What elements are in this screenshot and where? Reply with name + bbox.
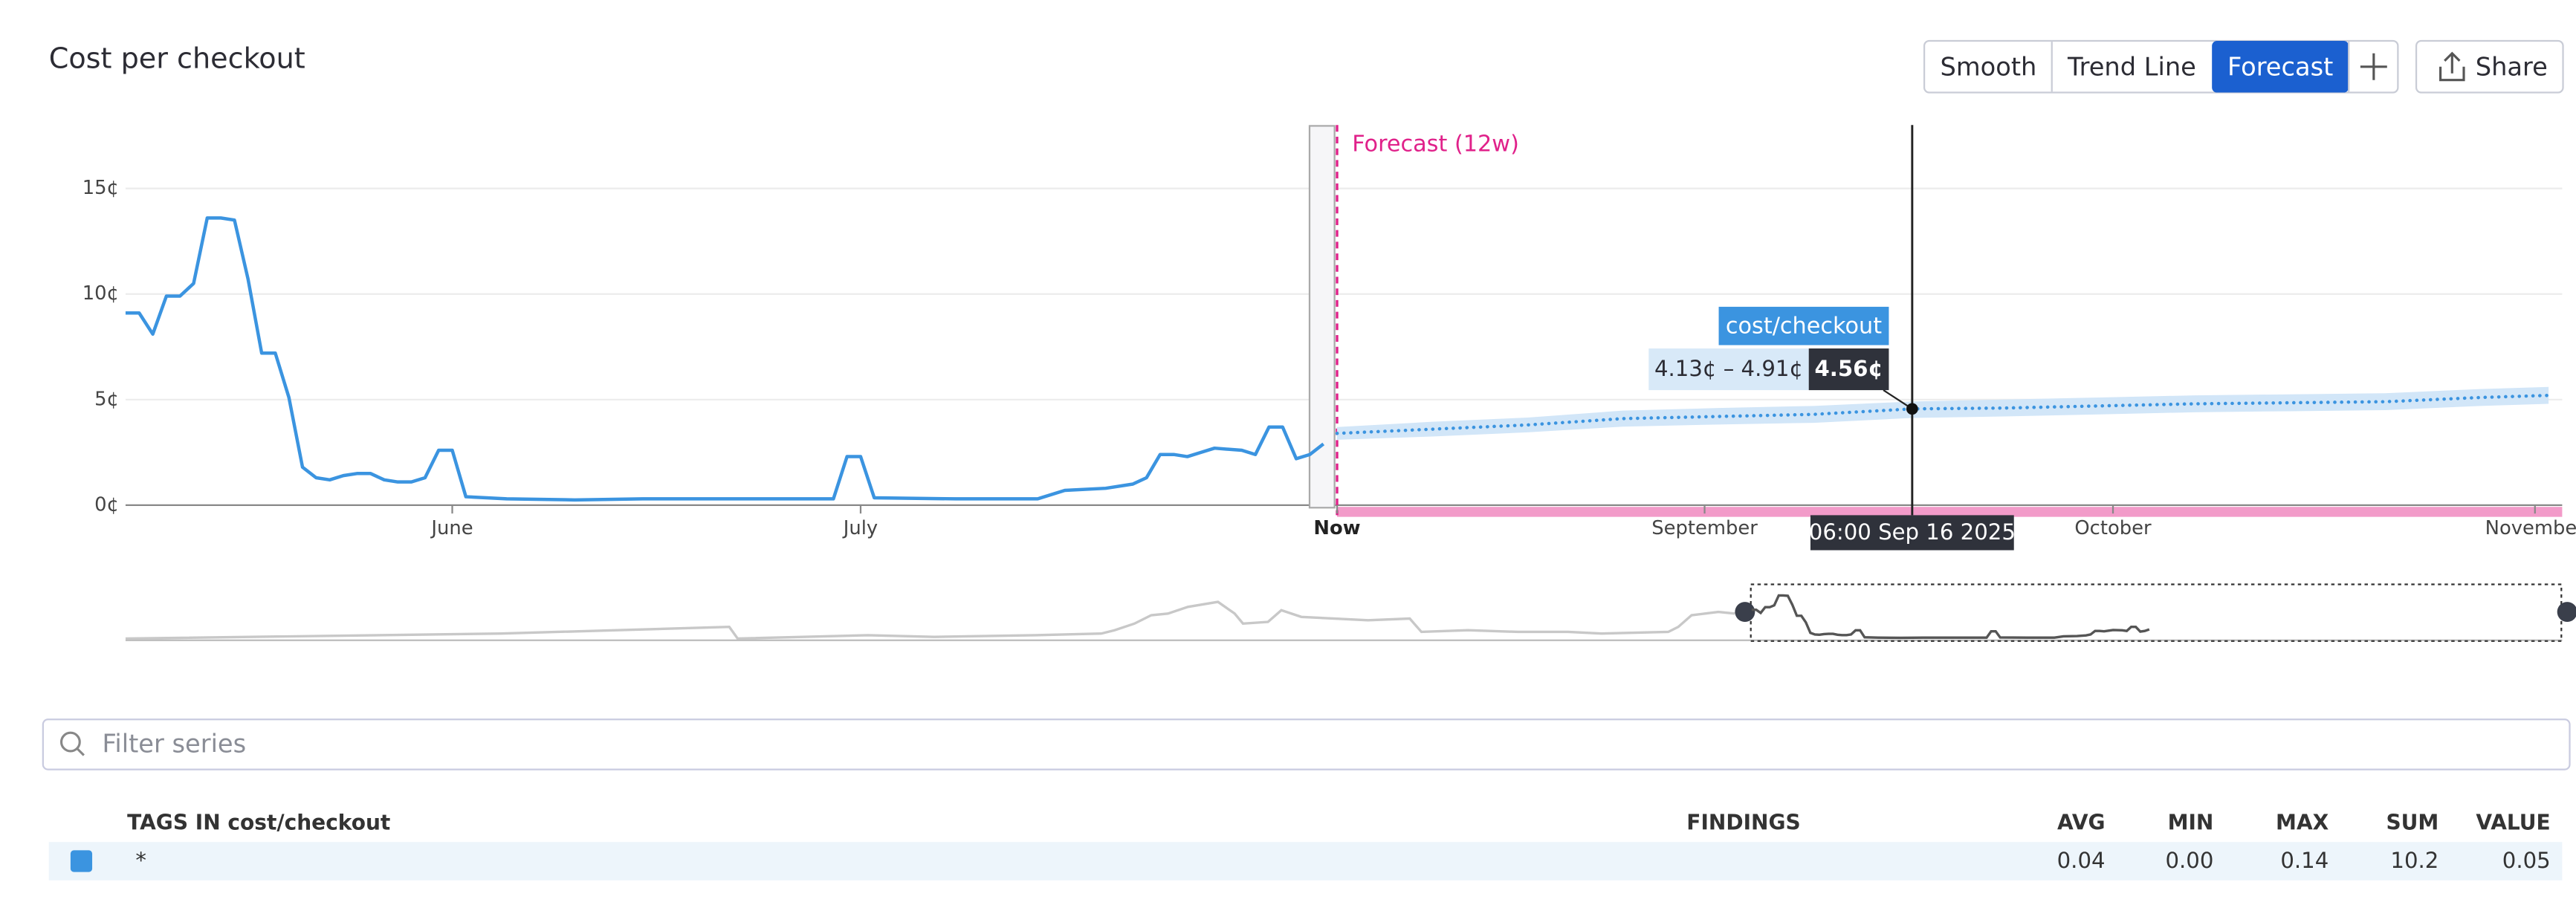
share-label[interactable]: Share (2476, 53, 2548, 82)
table-cell: 0.14 (2280, 848, 2329, 873)
window-handle[interactable] (2557, 602, 2576, 623)
column-header: MAX (2276, 811, 2329, 835)
chart-title: Cost per checkout (49, 42, 305, 74)
tooltip-series-bg (1718, 306, 1889, 345)
x-tick-label: September (1651, 517, 1758, 539)
plus-icon (2360, 53, 2387, 80)
window-handle[interactable] (1735, 602, 1755, 623)
column-header: VALUE (2476, 811, 2550, 835)
tooltip-range-bg (1648, 348, 1809, 391)
table-cell: 0.04 (2057, 848, 2106, 873)
active-button (2212, 40, 2349, 93)
x-tick-label: June (430, 517, 473, 539)
tooltip-value: 4.56¢ (1814, 356, 1883, 381)
plot: 0¢ 5¢ 10¢ 15¢ Forecast (12w) June July Now Septe… (82, 125, 2576, 551)
column-header: TAGS IN cost/checkout (127, 811, 390, 835)
column-header: FINDINGS (1686, 811, 1800, 835)
x-tick-label: Now (1313, 517, 1360, 539)
forecast-line (1335, 393, 2551, 435)
toolbar-button[interactable]: Forecast (2227, 53, 2333, 82)
add-button[interactable] (2360, 53, 2387, 80)
filter-placeholder[interactable]: Filter series (103, 730, 247, 759)
table: TAGS IN cost/checkout FINDINGS AVG MIN MAX SU… (127, 811, 2551, 874)
column-header: AVG (2057, 811, 2106, 835)
filter-input[interactable] (42, 718, 2571, 770)
tooltip-time-bg (1810, 515, 2014, 551)
y-tick-label: 5¢ (94, 388, 119, 410)
column-header: SUM (2386, 811, 2439, 835)
table-cell: 0.00 (2165, 848, 2213, 873)
search-icon (76, 747, 85, 756)
forecast-band (1337, 386, 2549, 440)
tooltip-time: 06:00 Sep 16 2025 (1809, 519, 2016, 545)
toolbar-button[interactable]: Trend Line (2067, 53, 2196, 82)
x-tick-label: November (2485, 517, 2576, 539)
toolbar: Share (1923, 39, 2564, 94)
share-icon (2439, 51, 2465, 82)
hover-point (1906, 403, 1918, 415)
toolbar-button[interactable]: Smooth (1941, 53, 2037, 82)
forecast-label: Forecast (12w) (1352, 132, 1519, 158)
forecast-region (1337, 507, 2563, 517)
minimap-window[interactable] (1750, 583, 2563, 642)
column-header: MIN (2168, 811, 2214, 835)
table-cell: 10.2 (2390, 848, 2439, 873)
y-tick-label: 0¢ (94, 493, 119, 516)
minimap (125, 583, 2576, 642)
y-tick-label: 10¢ (82, 282, 119, 305)
tooltip-value-bg (1808, 348, 1889, 391)
series-swatch[interactable] (70, 850, 93, 872)
y-tick-label: 15¢ (82, 177, 119, 199)
search-icon (59, 731, 81, 753)
minimap-history (125, 600, 1735, 640)
tooltip-range: 4.13¢ – 4.91¢ (1654, 356, 1803, 381)
table-cell: 0.05 (2502, 848, 2551, 873)
series-line (125, 216, 1325, 502)
minimap-line (1751, 594, 2150, 640)
tooltip-series: cost/checkout (1726, 313, 1882, 339)
x-tick-label: October (2074, 517, 2152, 539)
x-tick-label: July (842, 517, 878, 539)
table-cell: * (135, 848, 146, 873)
table-row[interactable] (48, 842, 2563, 880)
